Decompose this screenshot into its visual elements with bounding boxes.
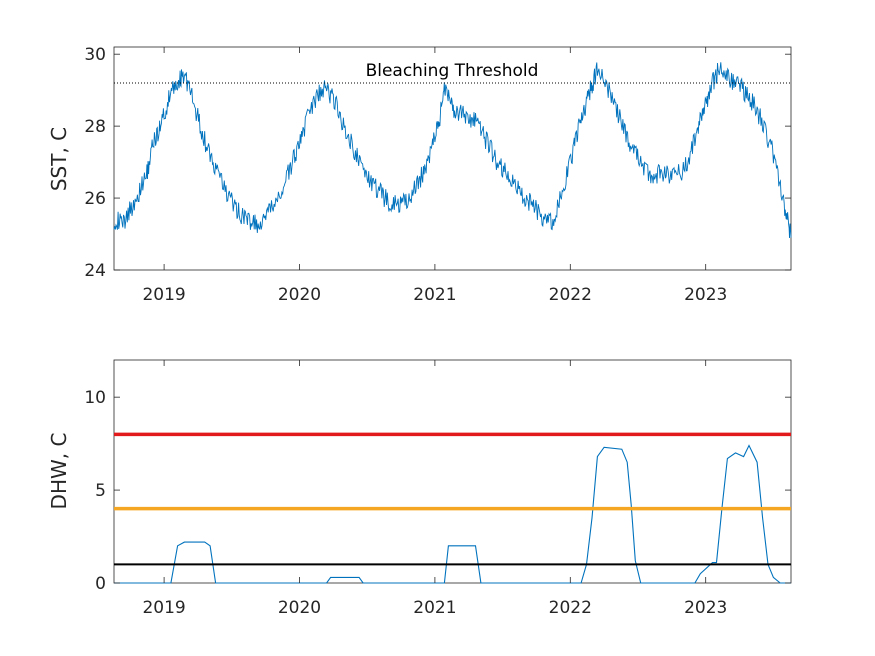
dhw-xticks: 2019 2020 2021 2022 2023 — [142, 360, 727, 618]
sst-axes-box — [113, 46, 792, 271]
dhw-x-tick-label: 2019 — [142, 598, 185, 618]
dhw-reference-layer — [114, 432, 791, 566]
sst-panel: Bleaching Threshold 2019 2020 2021 2022 2023… — [47, 45, 792, 305]
dhw-y-tick-label: 0 — [95, 574, 106, 594]
sst-x-tick-label: 2022 — [549, 285, 592, 305]
dhw-axes-box — [113, 359, 792, 584]
sst-y-axis-label: SST, C — [47, 127, 71, 191]
dhw-panel: 2019 2020 2021 2022 2023 0 5 10 DHW, C — [47, 359, 792, 618]
dhw-series-line — [114, 444, 791, 584]
sst-series-layer — [113, 62, 792, 239]
dhw-y-axis-label: DHW, C — [47, 433, 71, 510]
dhw-series-layer — [114, 444, 791, 584]
dhw-yticks: 0 5 10 — [84, 388, 791, 594]
sst-x-tick-label: 2021 — [413, 285, 456, 305]
sst-y-tick-label: 26 — [84, 189, 106, 209]
dhw-x-tick-label: 2022 — [549, 598, 592, 618]
sst-y-tick-label: 24 — [84, 261, 106, 281]
dhw-x-tick-label: 2023 — [684, 598, 727, 618]
sst-y-tick-label: 30 — [84, 45, 106, 65]
sst-series-line — [113, 62, 792, 239]
dhw-y-tick-label: 5 — [95, 481, 106, 501]
sst-yticks: 24 26 28 30 — [84, 45, 791, 281]
dhw-x-tick-label: 2021 — [413, 598, 456, 618]
sst-x-tick-label: 2023 — [684, 285, 727, 305]
dhw-y-tick-label: 10 — [84, 388, 106, 408]
sst-x-tick-label: 2020 — [278, 285, 321, 305]
bleaching-threshold-label: Bleaching Threshold — [366, 61, 539, 81]
dhw-x-tick-label: 2020 — [278, 598, 321, 618]
sst-x-tick-label: 2019 — [142, 285, 185, 305]
sst-xticks: 2019 2020 2021 2022 2023 — [142, 47, 727, 305]
sst-y-tick-label: 28 — [84, 117, 106, 137]
